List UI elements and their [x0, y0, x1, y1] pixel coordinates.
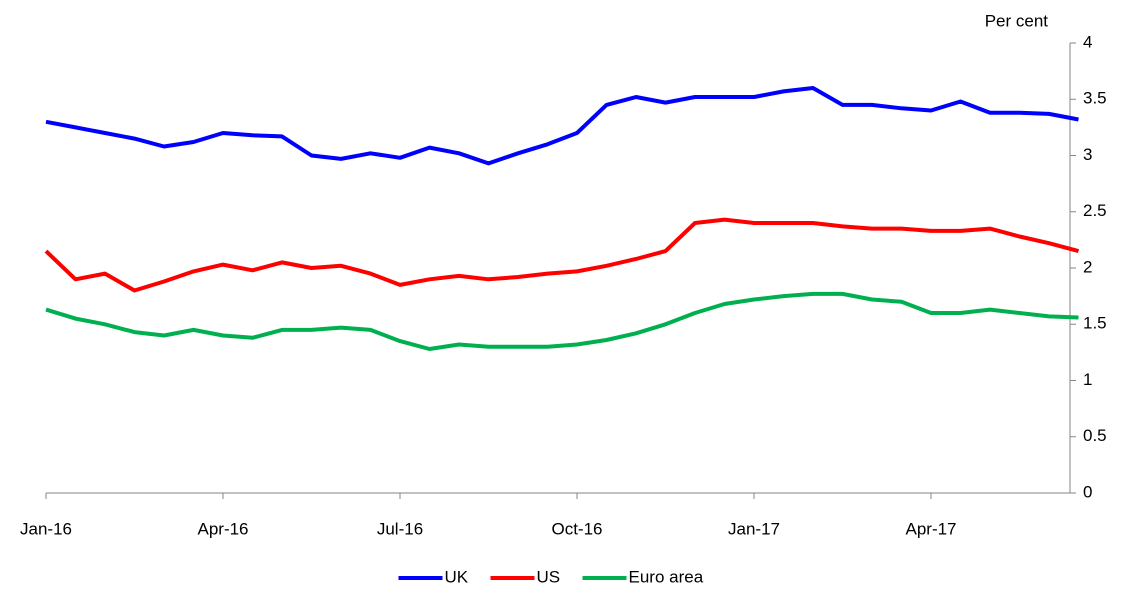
series-line: [45, 86, 1079, 166]
y-tick-label: 2.5: [1083, 201, 1107, 220]
y-tick-label: 0: [1083, 482, 1092, 501]
y-tick-label: 4: [1083, 32, 1092, 51]
x-tick-label: Apr-16: [197, 519, 248, 538]
x-tick-label: Jan-16: [20, 519, 72, 538]
y-tick-label: 1.5: [1083, 314, 1107, 333]
legend-label: UK: [445, 567, 469, 586]
y-tick-label: 1: [1083, 370, 1092, 389]
x-tick-label: Jul-16: [377, 519, 423, 538]
x-tick-label: Jan-17: [728, 519, 780, 538]
x-tick-label: Oct-16: [551, 519, 602, 538]
y-tick-label: 2: [1083, 257, 1092, 276]
x-tick-label: Apr-17: [905, 519, 956, 538]
series-line: [45, 291, 1079, 351]
series-line: [44, 217, 1080, 293]
legend-label: Euro area: [629, 567, 704, 586]
y-tick-label: 3.5: [1083, 89, 1107, 108]
y-axis-label: Per cent: [985, 11, 1049, 30]
y-tick-label: 3: [1083, 145, 1092, 164]
y-tick-label: 0.5: [1083, 426, 1107, 445]
legend-label: US: [537, 567, 561, 586]
